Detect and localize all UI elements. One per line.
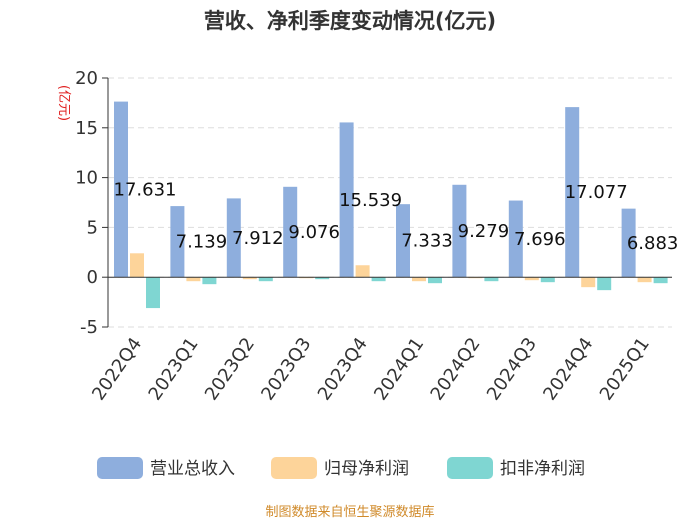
- y-tick-label: 5: [87, 217, 98, 238]
- bar-revenue: [339, 122, 354, 278]
- revenue-data-label: 7.696: [514, 229, 566, 250]
- bar-deducted-net-profit: [146, 277, 160, 309]
- x-tick-label: 2024Q2: [427, 334, 485, 405]
- revenue-data-label: 7.912: [232, 228, 284, 249]
- bar-net-profit: [186, 277, 201, 282]
- chart-title: 营收、净利季度变动情况(亿元): [204, 9, 496, 33]
- bar-net-profit: [355, 265, 370, 278]
- bar-net-profit: [581, 277, 596, 288]
- x-axis: 2022Q42023Q12023Q22023Q32023Q42024Q12024…: [88, 276, 672, 405]
- legend-label: 归母净利润: [324, 459, 409, 479]
- bar-deducted-net-profit: [258, 277, 273, 282]
- y-tick-label: 20: [75, 68, 98, 89]
- x-tick-label: 2022Q4: [88, 334, 146, 405]
- y-axis: 20 15 10 5 0 -5: [75, 68, 109, 338]
- bar-revenue: [565, 107, 580, 278]
- bar-revenue: [452, 184, 467, 278]
- revenue-data-label: 15.539: [339, 190, 402, 211]
- legend-swatch: [97, 457, 143, 479]
- bar-revenue: [226, 198, 241, 278]
- x-tick-label: 2023Q4: [314, 334, 372, 405]
- data-labels: 17.631 7.139 7.912 9.076 15.539 7.333 9.279 7.6…: [114, 179, 679, 254]
- revenue-data-label: 9.279: [458, 221, 510, 242]
- revenue-data-label: 17.631: [114, 179, 177, 200]
- bar-deducted-net-profit: [428, 277, 442, 284]
- bars: [114, 101, 668, 309]
- footer-source: 制图数据来自恒生聚源数据库: [265, 504, 434, 520]
- bar-revenue: [508, 200, 523, 278]
- bar-revenue: [283, 186, 298, 278]
- bar-net-profit: [130, 253, 144, 278]
- x-tick-label: 2023Q1: [145, 334, 203, 405]
- bar-deducted-net-profit: [597, 277, 612, 291]
- revenue-data-label: 7.139: [176, 232, 228, 253]
- bar-deducted-net-profit: [484, 277, 499, 282]
- bar-revenue: [621, 208, 636, 278]
- legend-swatch: [271, 457, 317, 479]
- legend-swatch: [447, 457, 493, 479]
- x-tick-label: 2024Q1: [370, 334, 428, 405]
- y-tick-label: 15: [75, 118, 98, 139]
- x-tick-label: 2023Q2: [201, 334, 259, 405]
- x-tick-label: 2024Q3: [483, 334, 541, 405]
- revenue-data-label: 7.333: [401, 231, 453, 252]
- x-tick-label: 2024Q4: [539, 334, 597, 405]
- x-tick-label: 2023Q3: [257, 334, 315, 405]
- y-tick-label: -5: [80, 317, 98, 338]
- bar-deducted-net-profit: [540, 277, 555, 283]
- y-unit-label: (亿元): [56, 85, 71, 121]
- bar-net-profit: [242, 277, 257, 280]
- x-tick-label: 2025Q1: [596, 334, 654, 405]
- bar-revenue: [396, 204, 410, 278]
- bar-net-profit: [637, 277, 652, 283]
- bar-net-profit: [524, 277, 539, 281]
- bar-revenue: [114, 101, 128, 278]
- bar-deducted-net-profit: [202, 277, 217, 285]
- y-tick-label: 10: [75, 168, 98, 189]
- bar-net-profit: [412, 277, 426, 282]
- bar-deducted-net-profit: [371, 277, 386, 282]
- legend: 营业总收入 归母净利润 扣非净利润: [97, 457, 585, 479]
- revenue-data-label: 17.077: [565, 182, 628, 203]
- bar-revenue: [170, 206, 185, 278]
- legend-label: 扣非净利润: [500, 459, 585, 479]
- bar-deducted-net-profit: [653, 277, 668, 284]
- revenue-data-label: 9.076: [288, 222, 340, 243]
- bar-deducted-net-profit: [315, 277, 330, 280]
- y-tick-label: 0: [87, 267, 98, 288]
- revenue-data-label: 6.883: [627, 233, 679, 254]
- legend-label: 营业总收入: [150, 459, 235, 479]
